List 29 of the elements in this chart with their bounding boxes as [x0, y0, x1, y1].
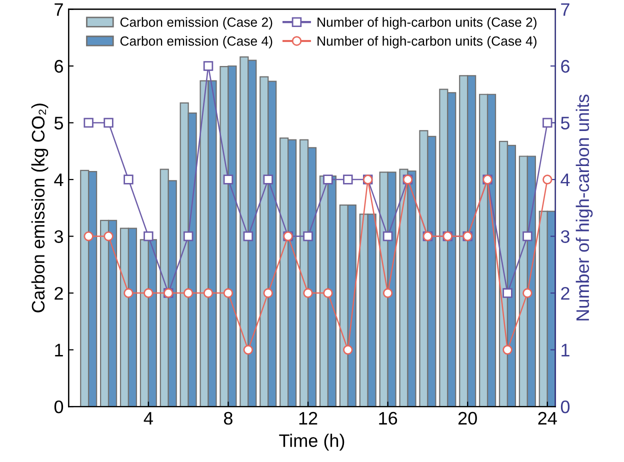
x-tick-label: 4 [144, 412, 153, 425]
x-tick-label: 8 [224, 412, 232, 425]
y2-tick-label: 5 [560, 116, 570, 130]
y-tick-label: 2 [54, 286, 63, 300]
y2-tick-label: 1 [562, 344, 570, 356]
y2-tick-label: 4 [560, 174, 570, 186]
y-tick-label: 5 [54, 116, 64, 130]
y2-axis-title: Number of high-carbon units [576, 94, 593, 320]
y2-tick-label: 7 [561, 3, 570, 16]
y-axis-title: Carbon emission (kg CO₂) [31, 104, 48, 312]
y-tick-label: 4 [54, 174, 64, 186]
legend-label: Number of high-carbon units (Case 2) [318, 17, 536, 30]
y-tick-label: 3 [54, 230, 63, 243]
y2-tick-label: 3 [560, 230, 570, 243]
y-tick-label: 6 [54, 60, 63, 73]
y2-tick-label: 0 [560, 400, 570, 414]
legend-label: Number of high-carbon units (Case 4) [318, 36, 536, 48]
legend-label: Carbon emission (Case 2) [120, 17, 272, 30]
y2-tick-label: 2 [561, 286, 570, 300]
y-tick-label: 7 [54, 3, 63, 16]
y2-tick-label: 6 [561, 60, 570, 73]
x-axis-title: Time (h) [279, 434, 344, 451]
x-tick-label: 20 [458, 412, 477, 425]
y-tick-label: 0 [54, 400, 64, 414]
x-tick-label: 24 [538, 412, 557, 425]
y-tick-label: 1 [55, 344, 63, 356]
x-tick-label: 16 [379, 412, 398, 425]
legend-label: Carbon emission (Case 4) [120, 36, 272, 48]
x-tick-label: 12 [299, 412, 318, 425]
